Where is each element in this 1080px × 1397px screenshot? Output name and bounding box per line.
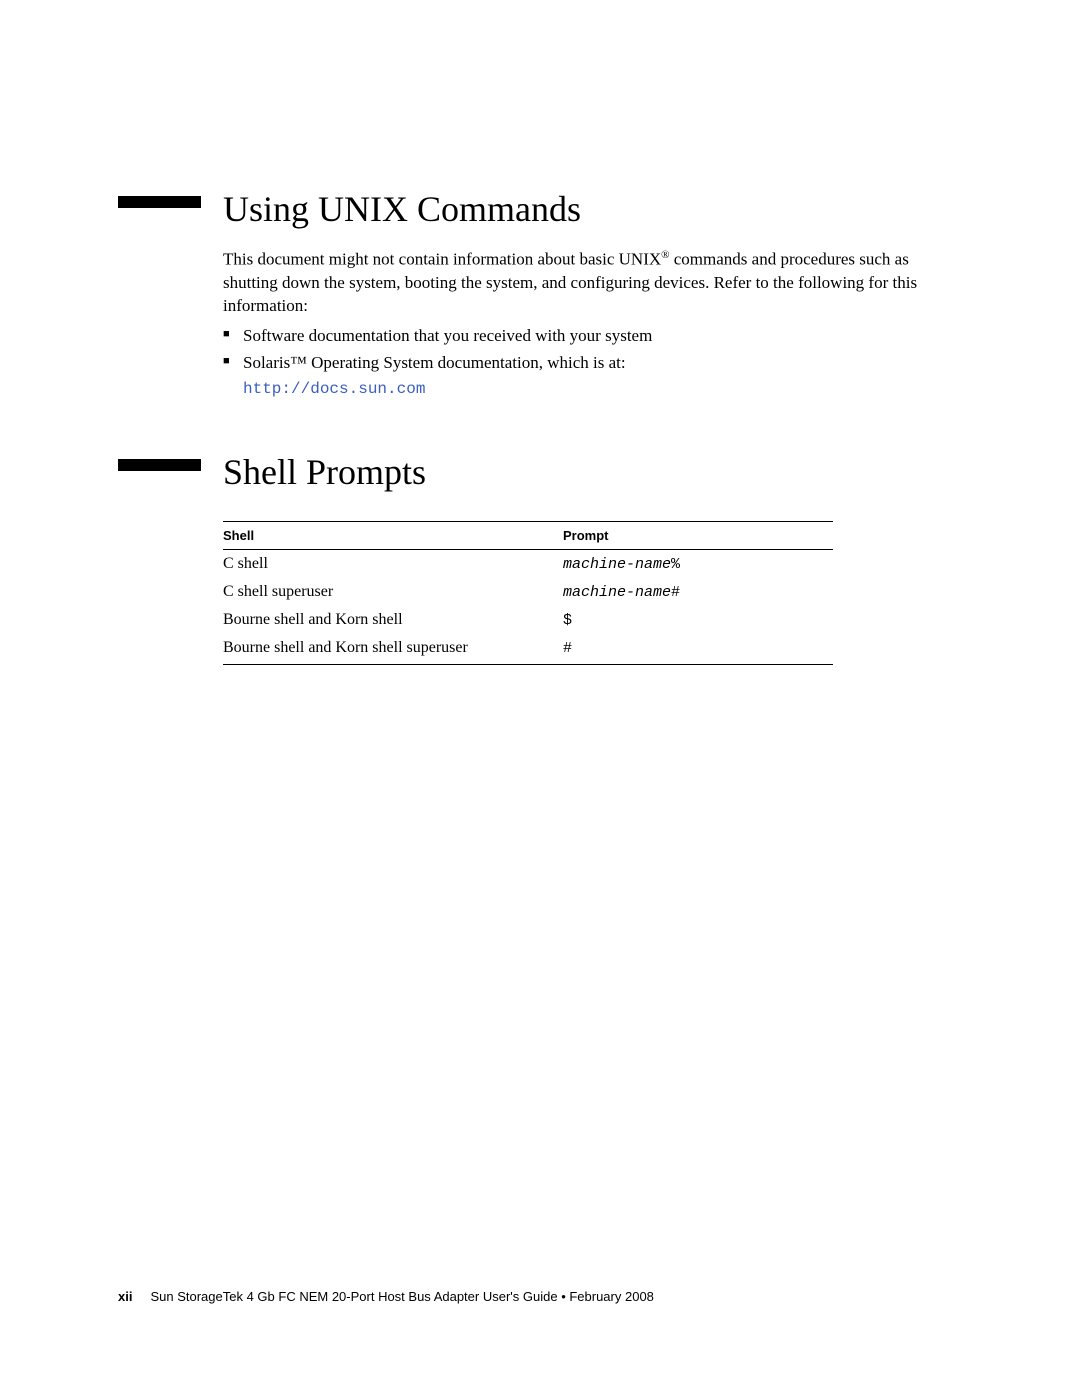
section-bar: [118, 196, 201, 208]
page-footer: xii Sun StorageTek 4 Gb FC NEM 20-Port Ho…: [118, 1289, 654, 1304]
page-content: Using UNIX Commands This document might …: [0, 0, 1080, 665]
page-number: xii: [118, 1289, 132, 1304]
shell-prompts-table: Shell Prompt C shell machine-name% C she…: [223, 521, 833, 665]
bullet-list: Software documentation that you received…: [223, 325, 945, 375]
prompt-suffix: %: [671, 556, 680, 573]
prompt-suffix: #: [671, 584, 680, 601]
cell-shell: Bourne shell and Korn shell superuser: [223, 634, 563, 665]
section-body: This document might not contain informat…: [223, 248, 945, 401]
section-shell-prompts: Shell Prompts Shell Prompt C shell machi…: [118, 459, 945, 665]
prompt-machine: machine-name: [563, 584, 671, 601]
intro-text-pre: This document might not contain informat…: [223, 250, 661, 269]
shell-prompts-table-wrap: Shell Prompt C shell machine-name% C she…: [223, 521, 945, 665]
table-row: C shell superuser machine-name#: [223, 578, 833, 606]
section-heading-unix: Using UNIX Commands: [223, 188, 945, 230]
table-header-row: Shell Prompt: [223, 521, 833, 549]
prompt-machine: machine-name: [563, 556, 671, 573]
footer-title: Sun StorageTek 4 Gb FC NEM 20-Port Host …: [150, 1289, 653, 1304]
cell-prompt: #: [563, 634, 833, 665]
cell-prompt: machine-name%: [563, 549, 833, 578]
list-item: Solaris™ Operating System documentation,…: [223, 352, 945, 375]
intro-paragraph: This document might not contain informat…: [223, 248, 945, 317]
cell-shell: C shell: [223, 549, 563, 578]
column-header-shell: Shell: [223, 521, 563, 549]
section-heading-shell: Shell Prompts: [223, 451, 945, 493]
table-row: Bourne shell and Korn shell superuser #: [223, 634, 833, 665]
cell-shell: C shell superuser: [223, 578, 563, 606]
prompt-suffix: #: [563, 640, 572, 657]
cell-prompt: machine-name#: [563, 578, 833, 606]
docs-link[interactable]: http://docs.sun.com: [243, 379, 945, 401]
table-row: C shell machine-name%: [223, 549, 833, 578]
section-bar: [118, 459, 201, 471]
list-item: Software documentation that you received…: [223, 325, 945, 348]
cell-prompt: $: [563, 606, 833, 634]
table-row: Bourne shell and Korn shell $: [223, 606, 833, 634]
column-header-prompt: Prompt: [563, 521, 833, 549]
section-unix-commands: Using UNIX Commands This document might …: [118, 196, 945, 401]
bullet-text: Solaris™ Operating System documentation,…: [243, 353, 626, 372]
prompt-suffix: $: [563, 612, 572, 629]
registered-mark: ®: [661, 249, 669, 261]
bullet-text: Software documentation that you received…: [243, 326, 652, 345]
cell-shell: Bourne shell and Korn shell: [223, 606, 563, 634]
